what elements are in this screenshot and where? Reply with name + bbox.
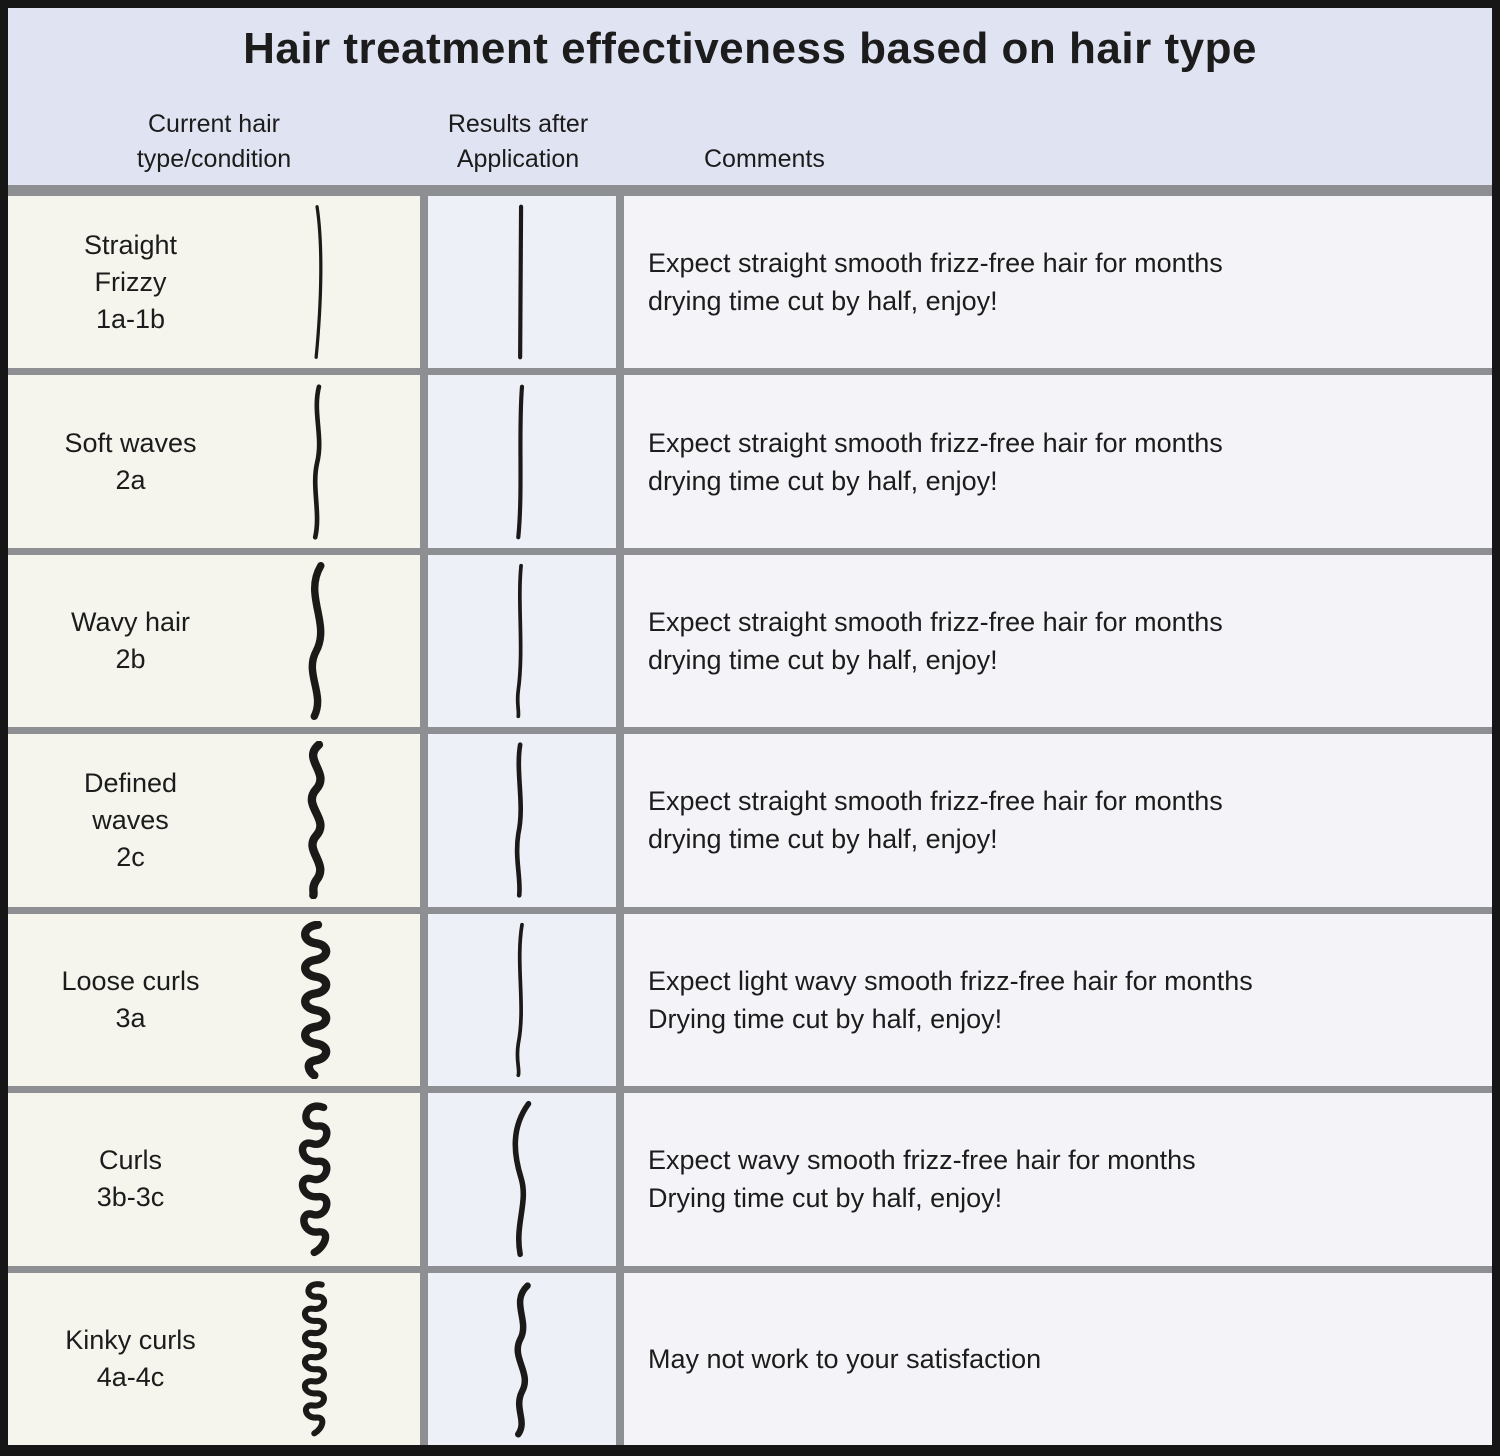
hair-type-label: Defined waves 2c bbox=[83, 767, 178, 872]
table-row: Straight Frizzy 1a-1b Expect straight sm… bbox=[8, 196, 1492, 369]
hair-type-cell: Curls 3b-3c bbox=[8, 1093, 420, 1266]
slight-wave-hair-stroke-icon bbox=[490, 562, 554, 720]
comment-cell: May not work to your satisfaction bbox=[624, 1272, 1492, 1445]
hair-type-cell: Loose curls 3a bbox=[8, 913, 420, 1087]
column-header-current-hair-type: Current hair type/condition bbox=[136, 110, 292, 173]
hair-type-cell: Wavy hair 2b bbox=[8, 554, 420, 728]
hair-type-cell: Defined waves 2c bbox=[8, 734, 420, 907]
light-wave-hair-stroke-icon bbox=[490, 741, 554, 899]
comment-cell: Expect straight smooth frizz-free hair f… bbox=[624, 196, 1492, 369]
soft-wave-hair-stroke-icon bbox=[253, 383, 383, 541]
hair-type-label: Straight Frizzy 1a-1b bbox=[83, 229, 178, 334]
comment-cell: Expect straight smooth frizz-free hair f… bbox=[624, 734, 1492, 907]
table-row: Loose curls 3a Expect light wavy smooth … bbox=[8, 913, 1492, 1087]
comment-cell: Expect light wavy smooth frizz-free hair… bbox=[624, 913, 1492, 1087]
wavy-hair-stroke-icon bbox=[253, 562, 383, 721]
result-cell bbox=[428, 913, 616, 1087]
triple-wave-hair-stroke-icon bbox=[490, 1280, 554, 1438]
table-header: Hair treatment effectiveness based on ha… bbox=[8, 8, 1492, 185]
hair-type-label: Kinky curls 4a-4c bbox=[65, 1324, 196, 1392]
hair-type-label: Curls 3b-3c bbox=[96, 1145, 165, 1213]
straight-hair-stroke-icon bbox=[490, 203, 554, 361]
curl-loops-stroke-icon bbox=[253, 1100, 383, 1258]
table-row: Kinky curls 4a-4c May not work to your s… bbox=[8, 1272, 1492, 1445]
hair-type-cell: Soft waves 2a bbox=[8, 375, 420, 548]
table-row: Curls 3b-3c Expect wavy smooth frizz-fre… bbox=[8, 1093, 1492, 1266]
hair-type-cell: Kinky curls 4a-4c bbox=[8, 1272, 420, 1445]
table-row: Defined waves 2c Expect straight smooth … bbox=[8, 734, 1492, 907]
straight-frizzy-hair-stroke-icon bbox=[253, 203, 383, 361]
near-straight-hair-stroke-icon bbox=[490, 383, 554, 541]
loose-curl-squiggle-stroke-icon bbox=[253, 920, 383, 1079]
result-cell bbox=[428, 375, 616, 548]
hair-type-cell: Straight Frizzy 1a-1b bbox=[8, 196, 420, 369]
comment-cell: Expect straight smooth frizz-free hair f… bbox=[624, 554, 1492, 728]
table-body: Straight Frizzy 1a-1b Expect straight sm… bbox=[8, 196, 1492, 1445]
comment-cell: Expect wavy smooth frizz-free hair for m… bbox=[624, 1093, 1492, 1266]
hair-type-label: Soft waves 2a bbox=[64, 427, 197, 495]
hair-type-label: Loose curls 3a bbox=[61, 965, 200, 1033]
table-row: Soft waves 2a Expect straight smooth fri… bbox=[8, 375, 1492, 548]
page-title: Hair treatment effectiveness based on ha… bbox=[243, 24, 1257, 73]
result-cell bbox=[428, 1093, 616, 1266]
gentle-wave-hair-stroke-icon bbox=[490, 921, 554, 1079]
column-headers: Current hair type/condition Results afte… bbox=[8, 107, 1492, 185]
hair-type-label: Wavy hair 2b bbox=[70, 607, 191, 675]
defined-wave-hair-stroke-icon bbox=[253, 741, 383, 900]
column-header-results-after-application: Results after Application bbox=[447, 110, 589, 173]
result-cell bbox=[428, 554, 616, 728]
result-cell bbox=[428, 734, 616, 907]
table-row: Wavy hair 2b Expect straight smooth friz… bbox=[8, 554, 1492, 728]
column-header-comments: Comments bbox=[704, 145, 825, 173]
result-cell bbox=[428, 196, 616, 369]
comment-cell: Expect straight smooth frizz-free hair f… bbox=[624, 375, 1492, 548]
result-cell bbox=[428, 1272, 616, 1445]
s-wave-hair-stroke-icon bbox=[490, 1100, 554, 1258]
kinky-coil-stroke-icon bbox=[253, 1280, 383, 1438]
